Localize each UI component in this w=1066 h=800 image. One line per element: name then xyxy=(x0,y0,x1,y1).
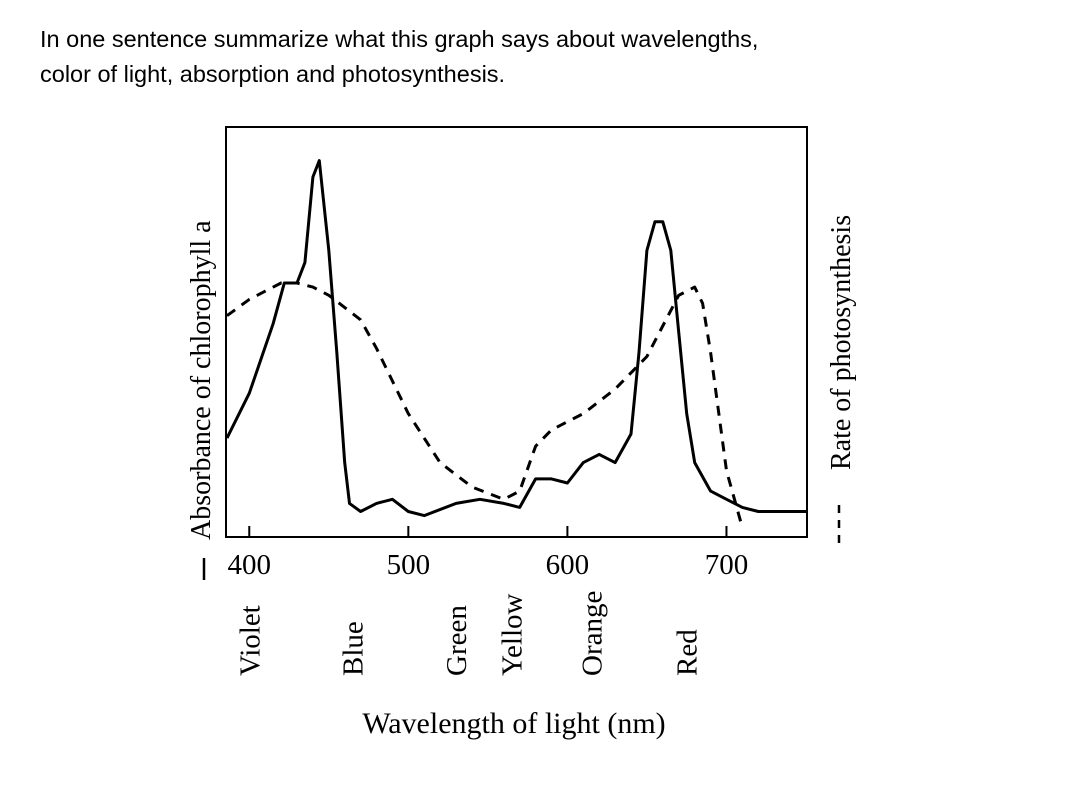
x-ticks: 400 500 600 700 xyxy=(228,526,749,581)
color-label-yellow: Yellow xyxy=(497,593,529,676)
absorbance-line xyxy=(225,159,806,518)
x-tick-label: 400 xyxy=(228,549,272,581)
x-tick-label: 500 xyxy=(387,549,431,581)
color-labels: Violet Blue Green Yellow Orange Red xyxy=(234,591,703,676)
prompt-line-1: In one sentence summarize what this grap… xyxy=(40,26,759,52)
photosynthesis-rate-line xyxy=(226,281,744,529)
y-axis-label-left: Absorbance of chlorophyll a xyxy=(186,220,217,540)
series-group xyxy=(225,159,806,529)
x-tick-label: 600 xyxy=(546,549,590,581)
plot-frame xyxy=(225,126,808,538)
color-label-orange: Orange xyxy=(576,591,608,676)
x-tick-label: 700 xyxy=(705,549,749,581)
color-label-green: Green xyxy=(441,605,473,676)
color-label-blue: Blue xyxy=(338,621,370,676)
color-label-violet: Violet xyxy=(234,605,266,676)
color-label-red: Red xyxy=(672,629,704,676)
y-axis-label-right: Rate of photosynthesis xyxy=(826,215,857,470)
x-axis-label: Wavelength of light (nm) xyxy=(362,707,665,740)
prompt-line-2: color of light, absorption and photosynt… xyxy=(40,61,506,87)
prompt-text: In one sentence summarize what this grap… xyxy=(40,22,1040,92)
